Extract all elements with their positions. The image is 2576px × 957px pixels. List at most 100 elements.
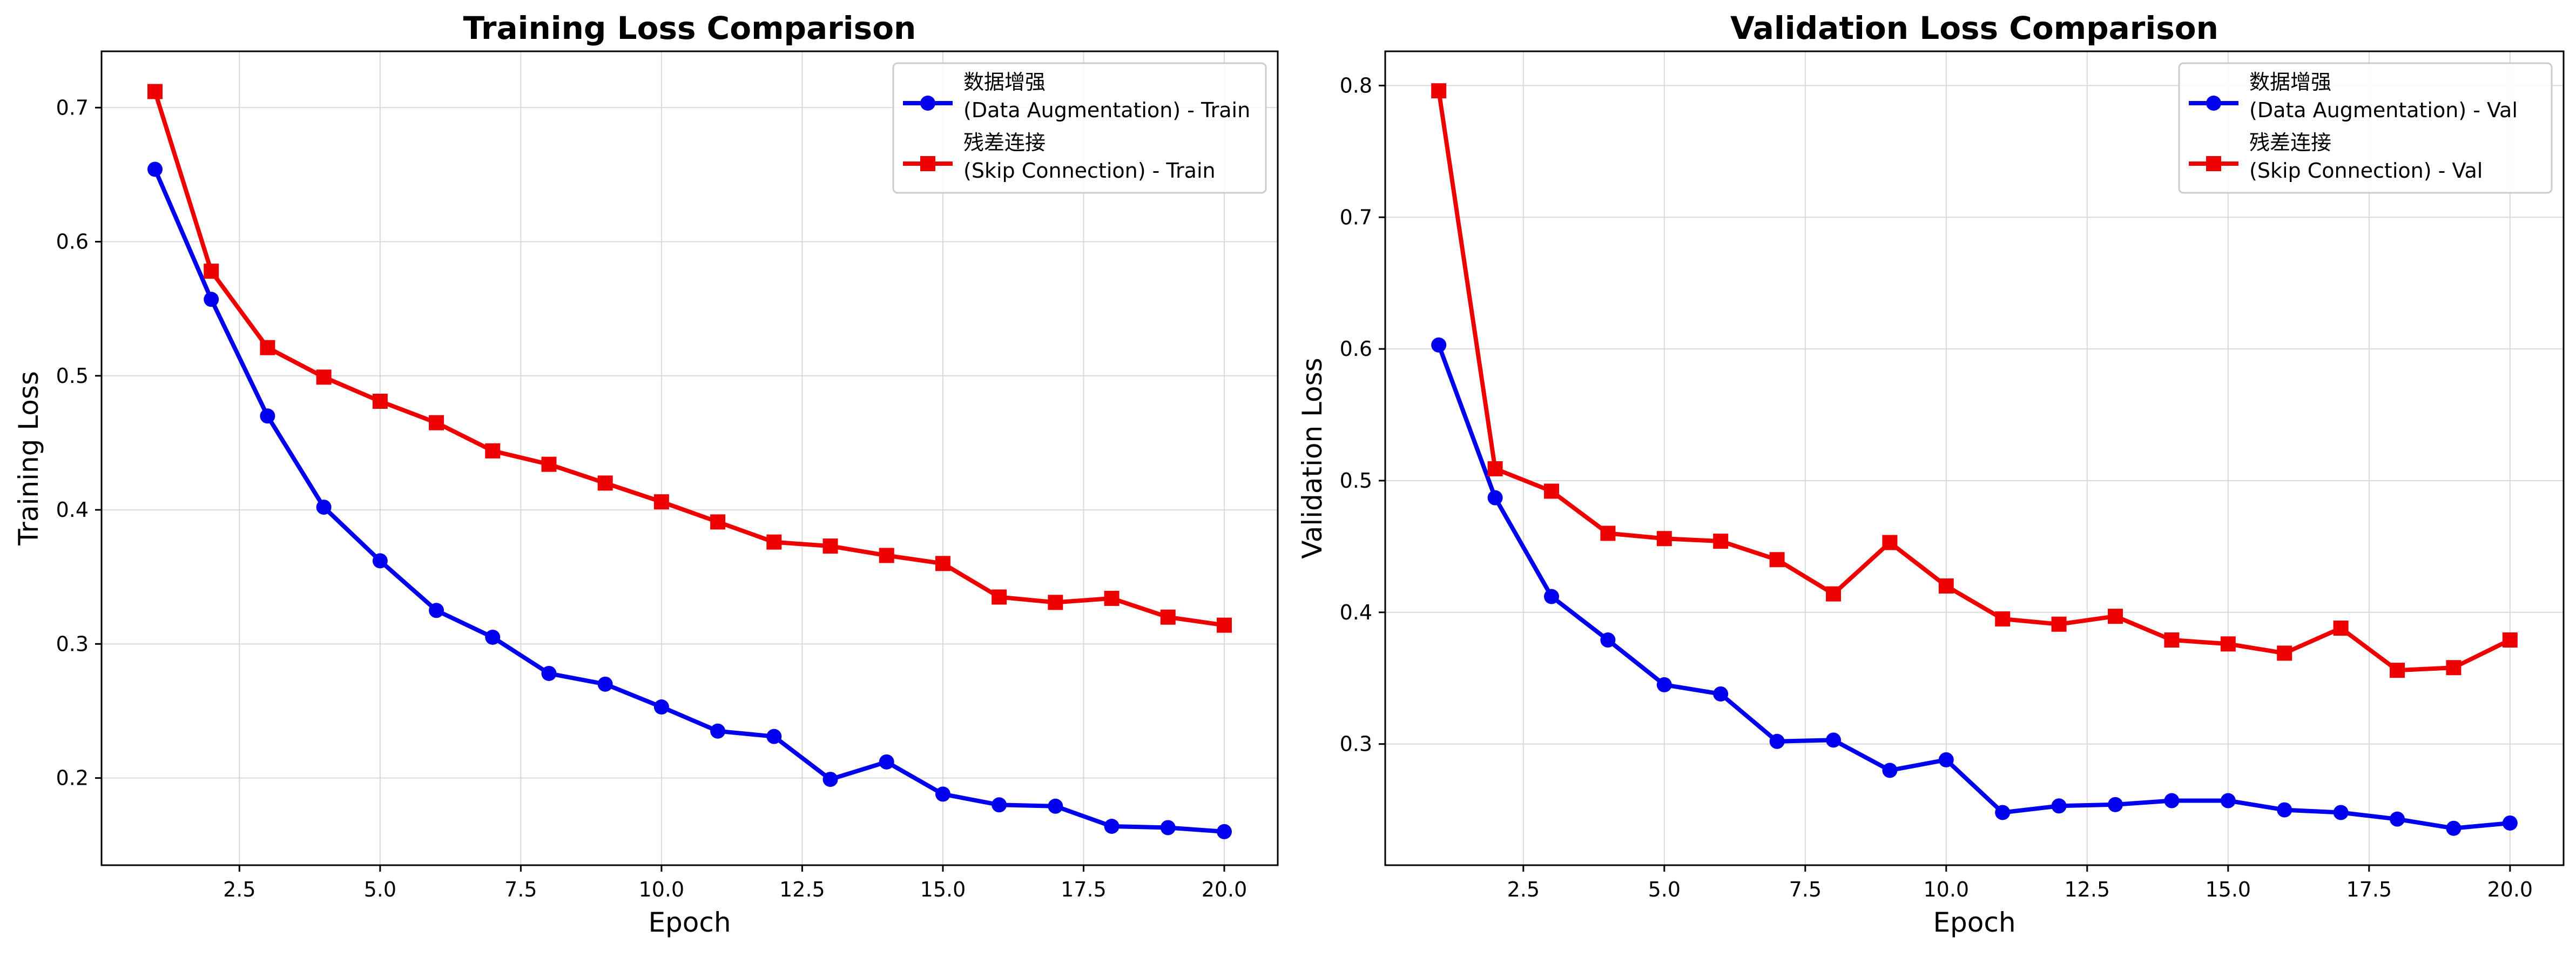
data-point xyxy=(1217,824,1232,839)
legend-label: 数据增强 xyxy=(963,70,1046,94)
y-tick-label: 0.7 xyxy=(56,96,89,119)
chart-panel-2: 2.5 5.0 7.5 10.0 12.5 15.0 17.5 20.0 0.3 0.4 0.5 0.… xyxy=(1297,10,2565,938)
x-tick-label: 10.0 xyxy=(1923,878,1969,901)
data-point xyxy=(1431,83,1447,99)
data-point xyxy=(147,161,163,177)
data-point xyxy=(1048,595,1063,610)
y-tick-label: 0.3 xyxy=(1340,732,1372,756)
data-point xyxy=(2220,636,2236,652)
legend-label: 数据增强 xyxy=(2249,70,2331,94)
data-point xyxy=(1825,586,1841,602)
legend: 数据增强 (Data Augmentation) - Val 残差连接 (Skip C… xyxy=(2178,62,2553,194)
data-point xyxy=(1543,589,1559,604)
x-tick-label: 15.0 xyxy=(920,878,966,901)
data-point xyxy=(1656,677,1672,692)
y-tick-label: 0.5 xyxy=(1340,469,1372,493)
y-tick-label: 0.7 xyxy=(1340,205,1372,229)
data-point xyxy=(2164,793,2180,808)
data-point xyxy=(429,603,444,618)
x-tick-label: 12.5 xyxy=(779,878,825,901)
legend-marker xyxy=(2206,96,2221,111)
legend-label: (Data Augmentation) - Train xyxy=(963,98,1250,122)
data-point xyxy=(541,665,557,681)
data-point xyxy=(372,393,388,409)
x-tick-label: 20.0 xyxy=(2487,878,2533,901)
data-point xyxy=(2108,797,2123,812)
legend-label: (Data Augmentation) - Val xyxy=(2249,98,2518,122)
data-point xyxy=(2277,802,2292,818)
x-tick-label: 7.5 xyxy=(1789,878,1822,901)
x-tick-label: 15.0 xyxy=(2206,878,2251,901)
y-axis-label: Training Loss xyxy=(13,371,44,546)
data-point xyxy=(879,548,894,563)
data-point xyxy=(2051,798,2067,814)
data-point xyxy=(1104,819,1120,834)
data-point xyxy=(1713,686,1729,702)
data-point xyxy=(1048,798,1063,814)
y-tick-label: 0.4 xyxy=(1340,601,1372,624)
data-point xyxy=(2502,632,2518,648)
data-point xyxy=(1995,805,2011,820)
series-line-1 xyxy=(1437,344,2511,831)
data-point xyxy=(204,264,219,279)
x-tick-label: 12.5 xyxy=(2064,878,2110,901)
x-axis-label: Epoch xyxy=(1933,907,2015,938)
data-point xyxy=(147,84,163,99)
x-tick-label: 7.5 xyxy=(504,878,537,901)
data-point xyxy=(316,369,332,385)
x-tick-label: 5.0 xyxy=(1648,878,1681,901)
y-tick-label: 0.5 xyxy=(56,364,89,388)
data-point xyxy=(935,786,950,802)
data-point xyxy=(1882,763,1898,778)
x-tick-label: 17.5 xyxy=(1061,878,1107,901)
x-tick-label: 2.5 xyxy=(223,878,255,901)
data-point xyxy=(822,538,838,554)
data-point xyxy=(597,676,613,692)
data-point xyxy=(1656,531,1672,547)
y-tick-label: 0.4 xyxy=(56,498,89,522)
plot-frame xyxy=(100,50,1279,866)
y-tick-label: 0.3 xyxy=(56,632,89,656)
data-point xyxy=(2220,793,2236,808)
data-point xyxy=(1160,820,1176,835)
data-point xyxy=(766,534,782,550)
series-line-1 xyxy=(153,168,1225,834)
data-point xyxy=(992,589,1007,605)
data-point xyxy=(541,456,557,472)
data-point xyxy=(372,553,388,569)
data-point xyxy=(1487,461,1503,477)
x-tick-label: 17.5 xyxy=(2346,878,2392,901)
legend-box xyxy=(2178,62,2553,194)
data-point xyxy=(2502,815,2518,831)
data-point xyxy=(1600,525,1616,541)
data-point xyxy=(1160,609,1176,625)
data-point xyxy=(260,408,275,424)
data-point xyxy=(766,729,782,744)
data-point xyxy=(710,723,726,739)
x-tick-label: 10.0 xyxy=(639,878,685,901)
data-point xyxy=(653,699,669,715)
data-point xyxy=(1769,552,1785,568)
data-point xyxy=(879,754,894,770)
x-tick-label: 2.5 xyxy=(1507,878,1540,901)
legend-box xyxy=(892,62,1267,194)
data-point xyxy=(653,494,669,510)
x-tick-label: 20.0 xyxy=(1202,878,1247,901)
x-tick-label: 5.0 xyxy=(364,878,396,901)
data-point xyxy=(2390,811,2405,827)
data-point xyxy=(485,629,501,645)
data-point xyxy=(1431,337,1447,353)
data-point xyxy=(1769,733,1785,749)
legend: 数据增强 (Data Augmentation) - Train 残差连接 (Skip… xyxy=(892,62,1267,194)
data-point xyxy=(260,340,275,355)
data-point xyxy=(1938,578,1954,594)
data-point xyxy=(1487,490,1503,506)
data-point xyxy=(429,415,444,430)
data-point xyxy=(2446,820,2462,836)
legend-label: (Skip Connection) - Val xyxy=(2249,159,2483,183)
chart-title: Validation Loss Comparison xyxy=(1730,10,2218,46)
data-point xyxy=(485,443,501,459)
y-tick-label: 0.6 xyxy=(56,230,89,254)
legend-label: 残差连接 xyxy=(963,131,1046,154)
